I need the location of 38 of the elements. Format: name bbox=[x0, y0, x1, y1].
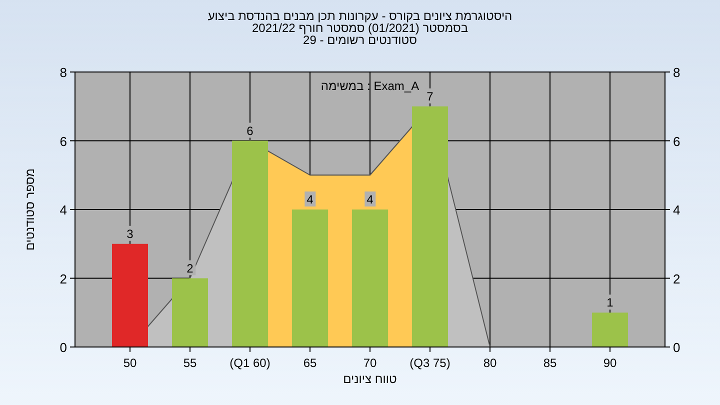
y-tick-label: 8 bbox=[60, 65, 67, 80]
x-tick-label: 90 bbox=[603, 356, 617, 370]
data-label: 4 bbox=[306, 192, 314, 206]
data-label: 2 bbox=[186, 261, 194, 276]
data-label: 6 bbox=[246, 124, 254, 138]
bar bbox=[292, 210, 328, 347]
data-label: 7 bbox=[426, 89, 434, 104]
data-label: 1 bbox=[606, 296, 614, 310]
bar bbox=[352, 210, 388, 347]
y2-tick-label: 4 bbox=[673, 202, 680, 218]
chart-subtitle: בסמסטר (01/2021) סמסטר חורף 2021/22 סטודנטים רשומים - 29 bbox=[252, 21, 468, 47]
bar bbox=[232, 140, 268, 347]
x-tick-label: 65 bbox=[303, 356, 317, 370]
bar bbox=[172, 278, 208, 347]
bar bbox=[112, 244, 148, 347]
data-label: 3 bbox=[126, 226, 134, 241]
x-axis-title: טווח ציונים bbox=[343, 372, 398, 386]
x-tick-label: 55 bbox=[183, 356, 197, 370]
x-tick-label: 85 bbox=[543, 356, 557, 370]
x-tick-label: 50 bbox=[123, 356, 137, 370]
annotation: במשימה : Exam_A bbox=[320, 79, 420, 93]
y2-tick-label: 2 bbox=[673, 271, 680, 286]
y2-tick-label: 8 bbox=[673, 65, 680, 80]
x-tick-label: 80 bbox=[483, 356, 497, 370]
y2-tick-label: 0 bbox=[673, 340, 680, 355]
y-tick-label: 6 bbox=[60, 134, 67, 149]
y-tick-label: 0 bbox=[60, 340, 67, 355]
x-tick-label: (Q1 60) bbox=[230, 356, 270, 370]
data-label: 4 bbox=[366, 192, 374, 206]
bar bbox=[592, 312, 628, 347]
x-tick-label: 70 bbox=[363, 356, 377, 370]
chart-title: היסטוגרמת ציונים בקורס - עקרונות תכן מבנים בהנדסת ביצוע bbox=[208, 9, 512, 23]
y-tick-label: 2 bbox=[60, 271, 67, 286]
y-tick-label: 4 bbox=[60, 202, 67, 218]
bar bbox=[412, 106, 448, 347]
y-axis-title: מספר סטודנטים bbox=[23, 168, 37, 251]
x-tick-label: (Q3 75) bbox=[410, 356, 450, 370]
y2-tick-label: 6 bbox=[673, 134, 680, 149]
